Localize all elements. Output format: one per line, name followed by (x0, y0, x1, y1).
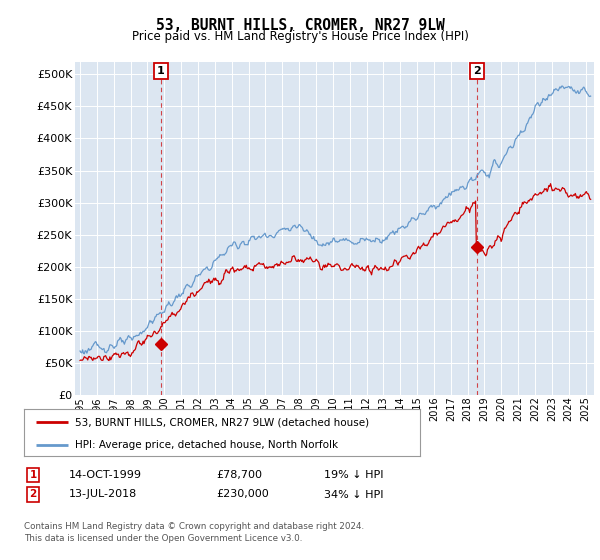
Text: Contains HM Land Registry data © Crown copyright and database right 2024.
This d: Contains HM Land Registry data © Crown c… (24, 522, 364, 543)
Text: 1: 1 (29, 470, 37, 480)
Text: Price paid vs. HM Land Registry's House Price Index (HPI): Price paid vs. HM Land Registry's House … (131, 30, 469, 43)
Text: 53, BURNT HILLS, CROMER, NR27 9LW (detached house): 53, BURNT HILLS, CROMER, NR27 9LW (detac… (76, 417, 370, 427)
Text: 19% ↓ HPI: 19% ↓ HPI (324, 470, 383, 480)
Text: 1: 1 (157, 66, 164, 76)
Text: 34% ↓ HPI: 34% ↓ HPI (324, 489, 383, 500)
Text: 53, BURNT HILLS, CROMER, NR27 9LW: 53, BURNT HILLS, CROMER, NR27 9LW (155, 18, 445, 32)
Text: HPI: Average price, detached house, North Norfolk: HPI: Average price, detached house, Nort… (76, 440, 338, 450)
Text: £78,700: £78,700 (216, 470, 262, 480)
Text: 13-JUL-2018: 13-JUL-2018 (69, 489, 137, 500)
Text: 2: 2 (473, 66, 481, 76)
Text: 2: 2 (29, 489, 37, 500)
Text: £230,000: £230,000 (216, 489, 269, 500)
Text: 14-OCT-1999: 14-OCT-1999 (69, 470, 142, 480)
